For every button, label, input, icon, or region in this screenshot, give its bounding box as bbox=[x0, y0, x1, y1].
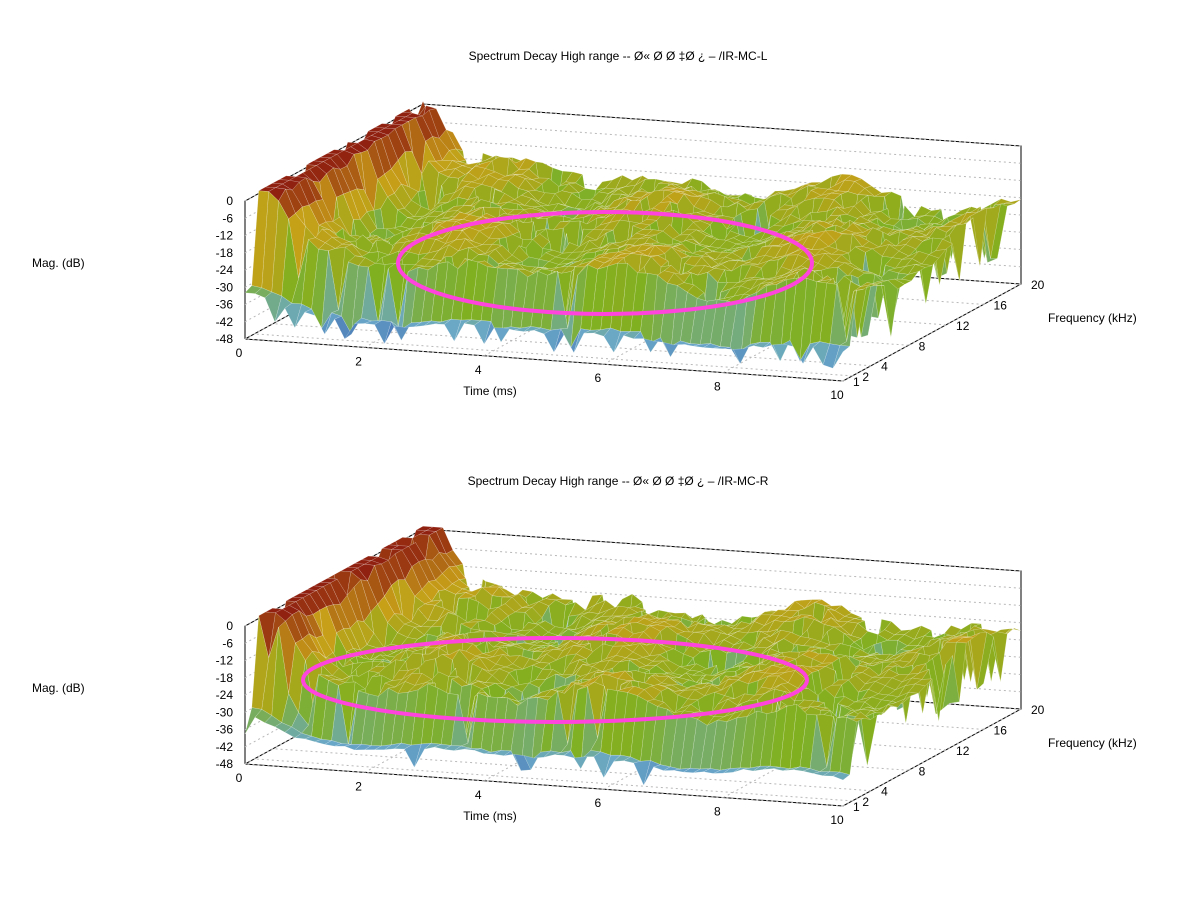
y-tick-label: 8 bbox=[919, 764, 926, 778]
x-gridline bbox=[842, 708, 1022, 807]
y-tick-label: 4 bbox=[881, 785, 888, 799]
y-tick-label: 16 bbox=[994, 298, 1008, 312]
spectrum-plot-left: Spectrum Decay High range -- Ø« Ø Ø ‡Ø ¿… bbox=[32, 49, 1137, 402]
x-axis-label: Time (ms) bbox=[463, 384, 517, 398]
y-tick-label: 2 bbox=[862, 795, 869, 809]
x-tick-label: 8 bbox=[714, 805, 721, 819]
z-tick-label: -24 bbox=[216, 263, 234, 277]
y-axis-label: Frequency (kHz) bbox=[1048, 736, 1137, 750]
y-tick-label: 12 bbox=[956, 744, 970, 758]
y-tick-label: 12 bbox=[956, 319, 970, 333]
x-gridline bbox=[842, 283, 1022, 382]
x-tick-label: 6 bbox=[594, 796, 601, 810]
z-tick-label: -6 bbox=[222, 211, 233, 225]
decay-surface bbox=[244, 100, 1022, 369]
x-tick-label: 6 bbox=[594, 371, 601, 385]
y-tick-label: 2 bbox=[862, 370, 869, 384]
z-axis-label: Mag. (dB) bbox=[32, 681, 85, 695]
x-tick-label: 10 bbox=[830, 388, 844, 402]
x-axis-label: Time (ms) bbox=[463, 809, 517, 823]
z-tick-label: -12 bbox=[216, 229, 234, 243]
chart-title: Spectrum Decay High range -- Ø« Ø Ø ‡Ø ¿… bbox=[469, 49, 768, 63]
z-tick-label: -12 bbox=[216, 654, 234, 668]
spectrum-plot-right: Spectrum Decay High range -- Ø« Ø Ø ‡Ø ¿… bbox=[32, 474, 1137, 827]
x-tick-label: 2 bbox=[355, 779, 362, 793]
y-tick-label: 8 bbox=[919, 339, 926, 353]
z-tick-label: -24 bbox=[216, 688, 234, 702]
z-tick-label: -30 bbox=[216, 280, 234, 294]
highlight-ellipse bbox=[301, 636, 809, 724]
x-tick-label: 4 bbox=[475, 363, 482, 377]
chart-title: Spectrum Decay High range -- Ø« Ø Ø ‡Ø ¿… bbox=[468, 474, 769, 488]
x-axis-ticks: 0 2 4 6 8 10 bbox=[236, 346, 844, 402]
y-tick-label: 1 bbox=[853, 375, 860, 389]
z-tick-label: -30 bbox=[216, 705, 234, 719]
y-tick-label: 1 bbox=[853, 800, 860, 814]
z-tick-label: -48 bbox=[216, 757, 234, 771]
z-tick-label: -42 bbox=[216, 740, 234, 754]
z-tick-label: -36 bbox=[216, 298, 234, 312]
x-tick-label: 8 bbox=[714, 380, 721, 394]
z-axis-ticks: 0 -6 -12 -18 -24 -30 -36 -42 -48 bbox=[216, 619, 234, 771]
z-axis-label: Mag. (dB) bbox=[32, 256, 85, 270]
z-tick-label: -18 bbox=[216, 671, 234, 685]
y-axis-label: Frequency (kHz) bbox=[1048, 311, 1137, 325]
highlight-ellipse bbox=[396, 210, 814, 316]
y-tick-label: 20 bbox=[1031, 703, 1045, 717]
x-tick-label: 0 bbox=[236, 346, 243, 360]
x-tick-label: 4 bbox=[475, 788, 482, 802]
z-tick-label: 0 bbox=[226, 194, 233, 208]
x-tick-label: 0 bbox=[236, 771, 243, 785]
x-axis-ticks: 0 2 4 6 8 10 bbox=[236, 771, 844, 827]
z-tick-label: -42 bbox=[216, 315, 234, 329]
x-tick-label: 2 bbox=[355, 354, 362, 368]
z-tick-label: -36 bbox=[216, 723, 234, 737]
z-axis-ticks: 0 -6 -12 -18 -24 -30 -36 -42 -48 bbox=[216, 194, 234, 346]
y-tick-label: 16 bbox=[994, 723, 1008, 737]
z-tick-label: -6 bbox=[222, 636, 233, 650]
y-tick-label: 20 bbox=[1031, 278, 1045, 292]
z-tick-label: -48 bbox=[216, 332, 234, 346]
z-tick-label: 0 bbox=[226, 619, 233, 633]
x-tick-label: 10 bbox=[830, 813, 844, 827]
y-tick-label: 4 bbox=[881, 360, 888, 374]
z-tick-label: -18 bbox=[216, 246, 234, 260]
